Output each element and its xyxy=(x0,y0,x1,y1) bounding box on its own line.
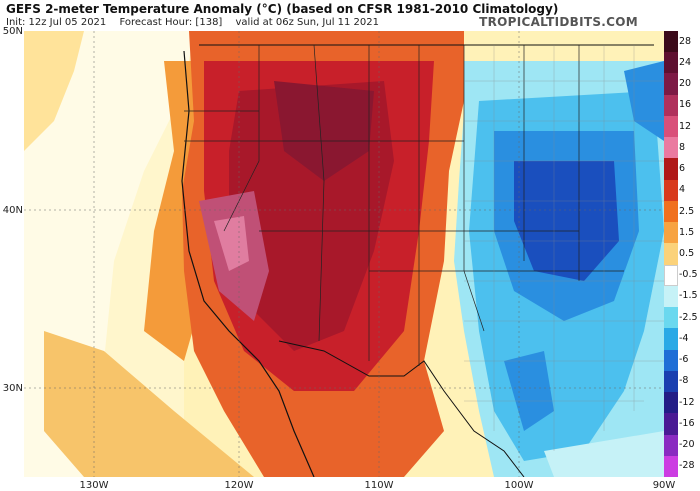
colorbar-label: 24 xyxy=(679,56,692,68)
colorbar-swatch xyxy=(664,31,678,53)
colorbar-label: -16 xyxy=(679,417,695,429)
colorbar-swatch xyxy=(664,243,678,266)
mexico-border xyxy=(278,340,525,477)
lon-label-120w: 120W xyxy=(224,480,254,491)
colorbar-label: -12 xyxy=(679,396,695,408)
colorbar-label: -1.5 xyxy=(679,290,698,302)
colorbar-swatch xyxy=(664,264,678,287)
colorbar-swatch xyxy=(664,137,678,159)
colorbar-label: -4 xyxy=(679,332,689,344)
colorbar-label: 4 xyxy=(679,184,686,196)
init-time: Init: 12z Jul 05 2021 xyxy=(6,17,107,28)
lon-label-90w: 90W xyxy=(652,480,676,491)
colorbar-label: -6 xyxy=(679,354,689,366)
colorbar-label: 0.5 xyxy=(679,248,695,259)
colorbar-legend: 28 24 20 16 12 8 6 4 2.5 1.5 0.5 -0.5 -1.5 -2.5 -4 -6 -8… xyxy=(664,31,700,478)
lat-label-30n: 30N xyxy=(2,383,23,394)
colorbar-label: 28 xyxy=(679,35,692,47)
colorbar-label: 8 xyxy=(679,141,686,153)
colorbar-swatch xyxy=(664,115,678,138)
colorbar-swatch xyxy=(664,158,678,181)
colorbar-swatch xyxy=(664,392,678,414)
colorbar-swatch xyxy=(664,434,678,457)
state-lines xyxy=(184,44,624,366)
colorbar-label: -20 xyxy=(679,439,695,451)
brand-watermark: TROPICALTIDBITS.COM xyxy=(479,15,638,29)
county-lines xyxy=(464,45,664,451)
anomaly-map xyxy=(24,31,664,477)
colorbar-swatch xyxy=(664,413,678,436)
colorbar-swatch xyxy=(664,285,678,308)
cold-core xyxy=(514,161,619,281)
lon-label-100w: 100W xyxy=(504,480,534,491)
colorbar-swatch xyxy=(664,52,678,74)
colorbar-label: -0.5 xyxy=(679,269,698,281)
map-canvas xyxy=(24,31,664,477)
colorbar-label: 6 xyxy=(679,163,686,175)
pacific-coastline xyxy=(181,50,315,477)
valid-time: valid at 06z Sun, Jul 11 2021 xyxy=(235,17,380,28)
lon-label-130w: 130W xyxy=(79,480,109,491)
colorbar-swatch xyxy=(664,455,678,478)
colorbar-swatch xyxy=(664,349,678,372)
colorbar-swatch xyxy=(664,328,678,351)
colorbar-swatch xyxy=(664,179,678,202)
forecast-hour: Forecast Hour: [138] xyxy=(119,17,223,28)
colorbar-label: 16 xyxy=(679,99,692,111)
graticule xyxy=(24,31,664,477)
lat-label-50n: 50N xyxy=(2,26,23,37)
map-title: GEFS 2-meter Temperature Anomaly (°C) (b… xyxy=(6,2,559,16)
colorbar-swatch xyxy=(664,94,678,117)
lat-label-40n: 40N xyxy=(2,205,23,216)
map-subtitle: Init: 12z Jul 05 2021 Forecast Hour: [13… xyxy=(6,17,389,28)
lon-label-110w: 110W xyxy=(364,480,394,491)
gulf-region xyxy=(544,431,664,477)
colorbar-swatch xyxy=(664,222,678,244)
colorbar-label: 12 xyxy=(679,120,692,132)
colorbar-label: -2.5 xyxy=(679,311,698,323)
colorbar-swatch xyxy=(664,73,678,96)
pacific-warm-band xyxy=(44,331,254,477)
colorbar-label: 2.5 xyxy=(679,205,695,217)
colorbar-swatch xyxy=(664,200,678,223)
colorbar-label: -28 xyxy=(679,460,695,472)
colorbar-swatch xyxy=(664,370,678,393)
colorbar-label: 20 xyxy=(679,78,692,90)
colorbar-label: -8 xyxy=(679,375,689,387)
colorbar-label: 1.5 xyxy=(679,226,695,238)
colorbar-swatch xyxy=(664,307,678,329)
